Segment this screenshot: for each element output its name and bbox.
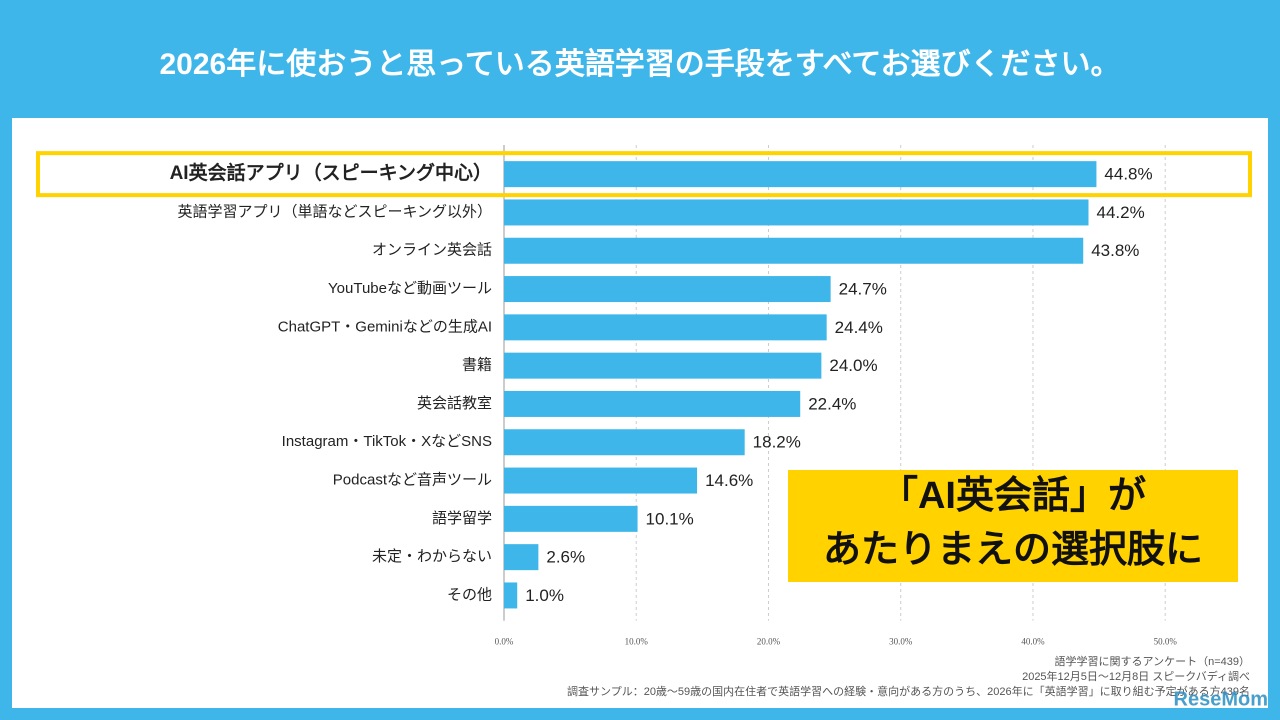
- y-tick-label: 英語学習アプリ（単語などスピーキング以外）: [177, 202, 492, 220]
- bar: [504, 276, 831, 303]
- value-label: 1.0%: [525, 586, 564, 605]
- highlight-box: [36, 151, 1252, 198]
- y-tick-label: AI英会話アプリ（スピーキング中心）: [170, 161, 492, 184]
- y-tick-label: その他: [447, 586, 492, 603]
- value-label: 22.4%: [808, 394, 856, 413]
- bar: [504, 467, 698, 494]
- value-label: 44.8%: [1104, 165, 1152, 184]
- bar: [504, 237, 1084, 264]
- footnote: 2025年12月5日〜12月8日 スピークバディ調べ: [1022, 669, 1250, 683]
- x-tick-label: 30.0%: [889, 637, 913, 647]
- x-tick-label: 0.0%: [495, 637, 514, 647]
- callout-text: 「AI英会話」が: [880, 475, 1146, 517]
- y-tick-label: 未定・わからない: [372, 548, 492, 565]
- value-label: 43.8%: [1091, 241, 1139, 260]
- value-label: 2.6%: [546, 548, 585, 567]
- y-tick-label: Podcastなど音声ツール: [333, 471, 492, 489]
- bar: [504, 505, 638, 532]
- chart-title: 2026年に使おうと思っている英語学習の手段をすべてお選びください。: [159, 47, 1120, 81]
- value-label: 24.7%: [839, 280, 887, 299]
- y-tick-label: ChatGPT・Geminiなどの生成AI: [278, 318, 492, 335]
- y-tick-label: Instagram・TikTok・XなどSNS: [282, 433, 492, 450]
- value-label: 44.2%: [1097, 203, 1145, 222]
- y-tick-label: 語学留学: [432, 510, 492, 527]
- callout-box: [788, 470, 1238, 582]
- value-label: 10.1%: [646, 509, 694, 528]
- y-tick-label: 英会話教室: [417, 394, 492, 412]
- value-label: 24.0%: [829, 356, 877, 375]
- footnote: 語学学習に関するアンケート（n=439）: [1055, 654, 1250, 668]
- x-tick-label: 10.0%: [625, 637, 649, 647]
- y-tick-label: 書籍: [462, 357, 492, 374]
- x-tick-label: 50.0%: [1154, 637, 1178, 647]
- bar: [504, 352, 822, 379]
- bar: [504, 390, 801, 417]
- value-label: 18.2%: [753, 433, 801, 452]
- bar: [504, 429, 745, 456]
- footnote: 調査サンプル：20歳～59歳の国内在住者で英語学習への経験・意向がある方のうち、…: [567, 684, 1250, 698]
- callout-text: あたりまえの選択肢に: [823, 529, 1203, 571]
- y-tick-label: YouTubeなど動画ツール: [328, 280, 492, 297]
- x-tick-label: 40.0%: [1021, 637, 1045, 647]
- bar: [504, 582, 518, 609]
- value-label: 24.4%: [835, 318, 883, 337]
- bar: [504, 161, 1097, 188]
- value-label: 14.6%: [705, 471, 753, 490]
- bar: [504, 544, 539, 571]
- bar: [504, 199, 1089, 226]
- watermark: ReseMom: [1174, 688, 1268, 710]
- x-tick-label: 20.0%: [757, 637, 781, 647]
- y-tick-label: オンライン英会話: [372, 241, 492, 259]
- bar: [504, 314, 827, 341]
